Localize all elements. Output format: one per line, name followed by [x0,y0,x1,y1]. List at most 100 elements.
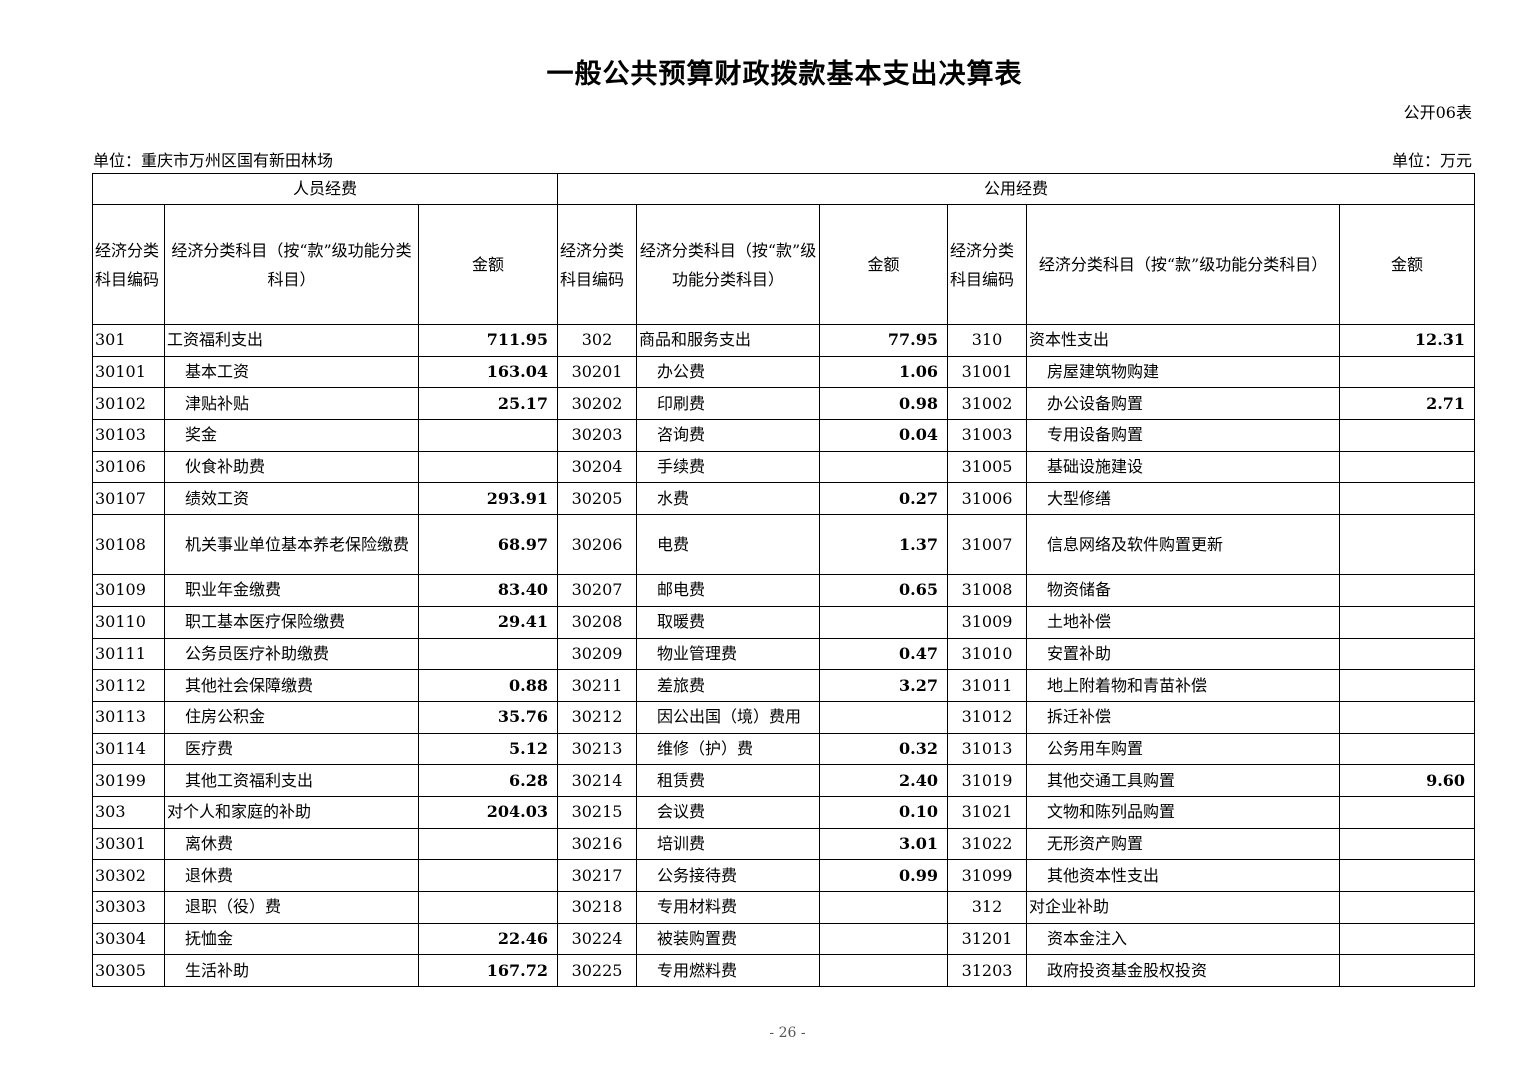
cell-code-2: 30214 [557,764,638,797]
cell-amount-2: 0.65 [819,574,949,607]
cell-amount-2: 77.95 [819,324,949,357]
cell-amount-3 [1339,859,1476,892]
cell-amount-1: 0.88 [417,669,559,702]
cell-code-3: 31007 [947,514,1028,576]
cell-amount-1: 25.17 [417,387,559,421]
cell-name-2: 办公费 [636,355,821,389]
cell-code-1: 30109 [92,574,165,607]
cell-code-1: 30107 [92,482,165,516]
cell-amount-2 [819,450,949,484]
cell-amount-2 [819,891,949,924]
cell-name-2: 电费 [636,514,821,576]
cell-amount-2: 1.06 [819,355,949,389]
cell-name-1: 公务员医疗补助缴费 [164,637,419,671]
cell-name-3: 其他交通工具购置 [1026,764,1341,797]
cell-name-1: 绩效工资 [164,482,419,516]
cell-name-2: 维修（护）费 [636,732,821,766]
cell-name-3: 拆迁补偿 [1026,700,1341,734]
cell-code-3: 31019 [947,764,1028,797]
cell-code-3: 31201 [947,922,1028,956]
cell-amount-3 [1339,355,1476,389]
table-row: 30113 住房公积金 35.76 30212 因公出国（境）费用 31012 拆迁补偿 [92,700,1476,734]
expenditure-table: 人员经费 公用经费 经济分类科目编码 经济分类科目（按“款”级功能分类科目） 金… [91,173,1476,988]
cell-name-1: 医疗费 [164,732,419,766]
cell-code-3: 31005 [947,450,1028,484]
cell-name-3: 对企业补助 [1026,891,1341,924]
table-row: 30111 公务员医疗补助缴费 30209 物业管理费 0.47 31010 安置补助 [92,637,1476,671]
header-amount-3: 金额 [1339,204,1476,325]
cell-amount-1: 163.04 [417,355,559,389]
cell-name-2: 印刷费 [636,387,821,421]
cell-amount-3 [1339,514,1476,576]
cell-code-3: 31009 [947,605,1028,639]
cell-amount-2: 0.47 [819,637,949,671]
cell-code-3: 31001 [947,355,1028,389]
cell-code-2: 30211 [557,669,638,702]
cell-amount-2 [819,954,949,988]
cell-code-2: 30203 [557,419,638,452]
cell-name-3: 文物和陈列品购置 [1026,795,1341,829]
cell-name-3: 政府投资基金股权投资 [1026,954,1341,988]
cell-amount-2: 1.37 [819,514,949,576]
table-row: 301 工资福利支出 711.95 302 商品和服务支出 77.95 310 资本性支出 12… [92,324,1476,357]
cell-code-2: 30212 [557,700,638,734]
cell-code-1: 30113 [92,700,165,734]
cell-amount-3 [1339,419,1476,452]
cell-amount-3 [1339,450,1476,484]
cell-amount-1: 204.03 [417,795,559,829]
cell-code-2: 30216 [557,827,638,861]
cell-code-1: 30114 [92,732,165,766]
table-row: 30114 医疗费 5.12 30213 维修（护）费 0.32 31013 公务用车购置 [92,732,1476,766]
cell-code-2: 30208 [557,605,638,639]
cell-amount-3 [1339,795,1476,829]
cell-code-3: 31006 [947,482,1028,516]
cell-name-1: 其他社会保障缴费 [164,669,419,702]
page-title: 一般公共预算财政拨款基本支出决算表 [546,59,1023,90]
cell-name-3: 公务用车购置 [1026,732,1341,766]
cell-name-2: 咨询费 [636,419,821,452]
cell-name-3: 资本金注入 [1026,922,1341,956]
cell-amount-1: 6.28 [417,764,559,797]
cell-amount-1: 5.12 [417,732,559,766]
cell-code-1: 30102 [92,387,165,421]
cell-name-3: 办公设备购置 [1026,387,1341,421]
cell-name-1: 住房公积金 [164,700,419,734]
cell-amount-1 [417,859,559,892]
cell-amount-1: 167.72 [417,954,559,988]
cell-code-3: 310 [947,324,1028,357]
cell-code-1: 301 [92,324,165,357]
header-name-1: 经济分类科目（按“款”级功能分类科目） [164,204,419,325]
cell-code-2: 30213 [557,732,638,766]
cell-name-3: 大型修缮 [1026,482,1341,516]
cell-amount-2: 0.10 [819,795,949,829]
table-row: 30108 机关事业单位基本养老保险缴费 68.97 30206 电费 1.37 31007… [92,514,1476,576]
cell-code-2: 30224 [557,922,638,956]
cell-name-3: 房屋建筑物购建 [1026,355,1341,389]
cell-name-3: 土地补偿 [1026,605,1341,639]
table-body: 301 工资福利支出 711.95 302 商品和服务支出 77.95 310 资本性支出 12… [92,324,1476,988]
table-row: 303 对个人和家庭的补助 204.03 30215 会议费 0.10 31021 文物和陈列… [92,795,1476,829]
cell-name-2: 公务接待费 [636,859,821,892]
group-header-row: 人员经费 公用经费 [91,173,1476,205]
cell-amount-2 [819,922,949,956]
cell-code-2: 30218 [557,891,638,924]
cell-code-3: 31203 [947,954,1028,988]
cell-code-3: 31002 [947,387,1028,421]
cell-code-3: 31022 [947,827,1028,861]
cell-code-3: 31012 [947,700,1028,734]
table-row: 30199 其他工资福利支出 6.28 30214 租赁费 2.40 31019 其他交通工具… [92,764,1476,797]
cell-code-1: 30303 [92,891,165,924]
header-name-2: 经济分类科目（按“款”级功能分类科目） [636,204,821,325]
cell-code-1: 30103 [92,419,165,452]
cell-code-3: 31008 [947,574,1028,607]
header-code-1: 经济分类科目编码 [92,204,165,325]
cell-amount-3 [1339,669,1476,702]
cell-amount-2: 0.32 [819,732,949,766]
cell-amount-2: 2.40 [819,764,949,797]
table-row: 30302 退休费 30217 公务接待费 0.99 31099 其他资本性支出 [92,859,1476,892]
cell-amount-1 [417,827,559,861]
cell-amount-1: 22.46 [417,922,559,956]
table-row: 30305 生活补助 167.72 30225 专用燃料费 31203 政府投资基金股权投资 [92,954,1476,988]
cell-code-2: 30209 [557,637,638,671]
cell-name-2: 会议费 [636,795,821,829]
